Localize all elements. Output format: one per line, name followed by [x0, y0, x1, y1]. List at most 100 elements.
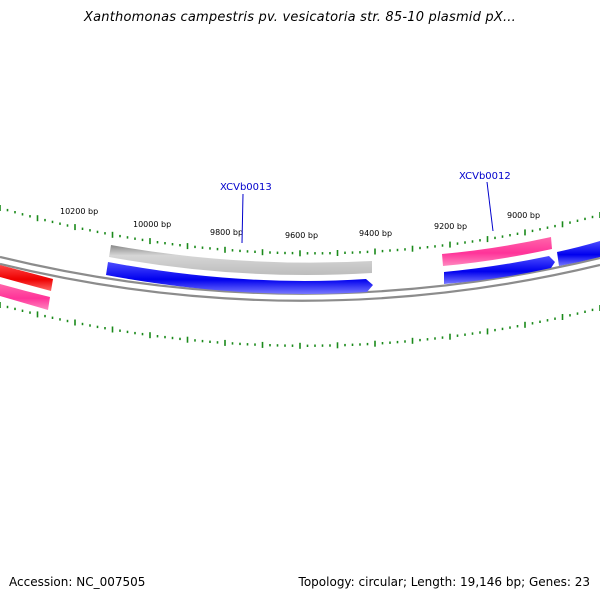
- minor-tick: [434, 337, 436, 340]
- minor-tick: [531, 229, 534, 233]
- minor-tick: [201, 339, 204, 343]
- gene-label[interactable]: XCVb0012: [459, 171, 511, 182]
- minor-tick: [201, 246, 204, 249]
- gene-label[interactable]: XCVb0013: [220, 182, 272, 193]
- major-tick: [261, 341, 264, 348]
- minor-tick: [291, 344, 294, 347]
- minor-tick: [96, 230, 99, 234]
- minor-tick: [501, 235, 504, 238]
- minor-tick: [194, 245, 196, 249]
- minor-tick: [539, 320, 541, 323]
- minor-tick: [209, 340, 211, 343]
- minor-tick: [156, 335, 159, 338]
- minor-tick: [329, 344, 331, 347]
- tick-label: 9200 bp: [434, 222, 467, 231]
- minor-tick: [81, 227, 84, 230]
- minor-tick: [464, 241, 466, 244]
- minor-tick: [179, 337, 181, 341]
- minor-tick: [6, 208, 9, 212]
- minor-tick: [239, 342, 241, 346]
- minor-tick: [246, 343, 249, 346]
- minor-tick: [396, 248, 399, 252]
- minor-tick: [321, 344, 324, 347]
- minor-tick: [516, 232, 519, 235]
- minor-tick: [351, 343, 354, 346]
- major-tick: [224, 339, 226, 346]
- minor-tick: [59, 222, 61, 225]
- major-tick: [449, 241, 451, 248]
- outer-tick-ring: [0, 205, 600, 257]
- minor-tick: [66, 319, 69, 323]
- minor-tick: [396, 340, 399, 344]
- minor-tick: [51, 220, 54, 224]
- minor-tick: [509, 326, 511, 329]
- minor-tick: [471, 332, 474, 335]
- tick-labels: 10200 bp 10000 bp 9800 bp 9600 bp 9400 b…: [60, 207, 540, 240]
- cds-feature-blue-edge: [557, 241, 600, 266]
- cds-feature-pink-left: [0, 284, 50, 310]
- minor-tick: [546, 226, 549, 229]
- major-tick: [411, 337, 414, 344]
- minor-tick: [6, 305, 9, 309]
- minor-tick: [389, 341, 391, 344]
- minor-tick: [314, 344, 316, 347]
- minor-tick: [246, 250, 249, 253]
- minor-tick: [441, 244, 444, 247]
- tick-label: 10000 bp: [133, 220, 171, 229]
- minor-tick: [464, 333, 466, 336]
- major-tick: [36, 311, 39, 318]
- major-tick: [149, 332, 151, 339]
- minor-tick: [344, 251, 346, 254]
- tick-label: 9800 bp: [210, 228, 243, 237]
- minor-tick: [254, 250, 256, 253]
- minor-tick: [126, 236, 129, 239]
- major-tick: [299, 250, 301, 257]
- backbone-inner-line: [0, 262, 600, 302]
- minor-tick: [306, 344, 309, 347]
- minor-tick: [306, 252, 309, 255]
- minor-tick: [351, 251, 354, 254]
- major-tick: [0, 205, 1, 211]
- major-tick: [111, 326, 114, 333]
- major-tick: [111, 231, 114, 238]
- minor-tick: [516, 325, 519, 328]
- minor-tick: [576, 312, 579, 315]
- minor-tick: [134, 331, 136, 335]
- minor-tick: [231, 342, 234, 345]
- minor-tick: [381, 342, 384, 345]
- tick-label: 9400 bp: [359, 229, 392, 238]
- minor-tick: [171, 336, 174, 340]
- gene-feature-red: [0, 265, 53, 291]
- major-tick: [36, 215, 39, 222]
- minor-tick: [276, 344, 279, 347]
- minor-tick: [29, 215, 31, 218]
- minor-tick: [479, 331, 481, 334]
- major-tick: [224, 246, 226, 253]
- minor-tick: [546, 319, 549, 322]
- minor-tick: [194, 339, 196, 342]
- minor-tick: [359, 251, 361, 254]
- minor-tick: [209, 247, 211, 250]
- minor-tick: [291, 251, 294, 255]
- minor-tick: [119, 234, 121, 238]
- minor-tick: [44, 218, 46, 222]
- minor-tick: [96, 325, 99, 329]
- minor-tick: [434, 245, 436, 248]
- tick-label: 9000 bp: [507, 211, 540, 220]
- minor-tick: [344, 343, 346, 347]
- minor-tick: [254, 343, 256, 346]
- minor-tick: [14, 307, 16, 311]
- minor-tick: [59, 318, 61, 321]
- major-tick: [411, 245, 414, 252]
- minor-tick: [419, 338, 421, 342]
- minor-tick: [426, 338, 429, 341]
- minor-tick: [576, 219, 579, 222]
- gene-feature-grey: [109, 245, 372, 275]
- minor-tick: [501, 327, 504, 331]
- minor-tick: [126, 330, 129, 334]
- minor-tick: [269, 251, 271, 254]
- tick-label: 10200 bp: [60, 207, 98, 216]
- minor-tick: [284, 251, 286, 255]
- minor-tick: [89, 229, 91, 232]
- minor-tick: [569, 221, 571, 224]
